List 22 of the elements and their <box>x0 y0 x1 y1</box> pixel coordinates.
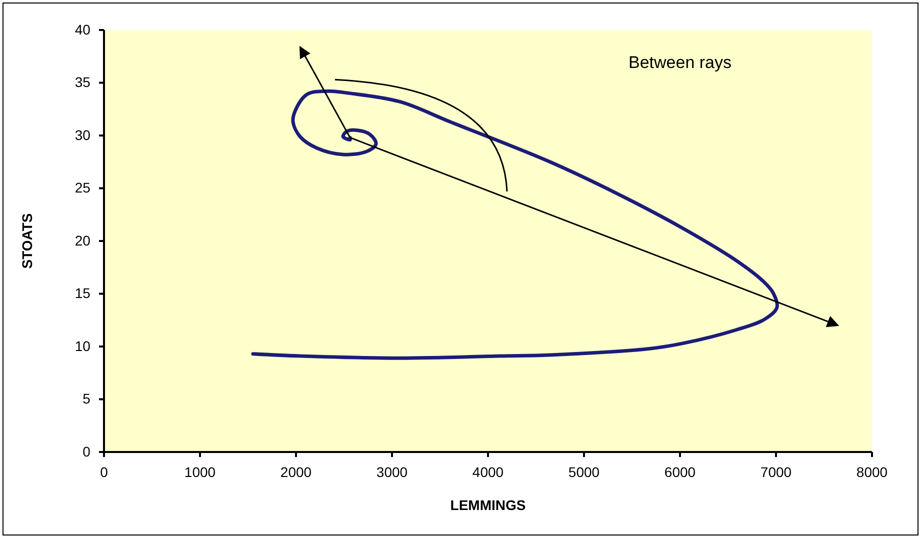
x-tick-label: 7000 <box>760 464 792 480</box>
x-tick-label: 5000 <box>568 464 600 480</box>
annotation: Between rays <box>628 53 732 72</box>
y-tick-label: 40 <box>74 21 91 38</box>
x-tick-label: 4000 <box>472 464 504 480</box>
y-tick-label: 35 <box>74 74 91 90</box>
y-tick-label: 15 <box>74 285 91 302</box>
y-tick-label: 0 <box>82 443 91 460</box>
x-tick-label: 3000 <box>376 464 408 480</box>
x-tick-label: 2000 <box>280 464 312 480</box>
x-axis-title: LEMMINGS <box>450 497 526 513</box>
x-tick-label: 0 <box>100 464 108 480</box>
line-series <box>251 89 779 360</box>
y-axis-title: STOATS <box>19 213 35 269</box>
y-tick-label: 10 <box>74 338 91 354</box>
x-tick-label: 1000 <box>184 464 216 480</box>
x-tick-label: 6000 <box>664 464 696 480</box>
y-tick-label: 25 <box>74 180 91 196</box>
y-tick-label: 30 <box>74 126 91 143</box>
y-tick-label: 5 <box>82 390 91 407</box>
x-tick-label: 8000 <box>856 464 888 480</box>
y-tick-label: 20 <box>74 232 91 248</box>
